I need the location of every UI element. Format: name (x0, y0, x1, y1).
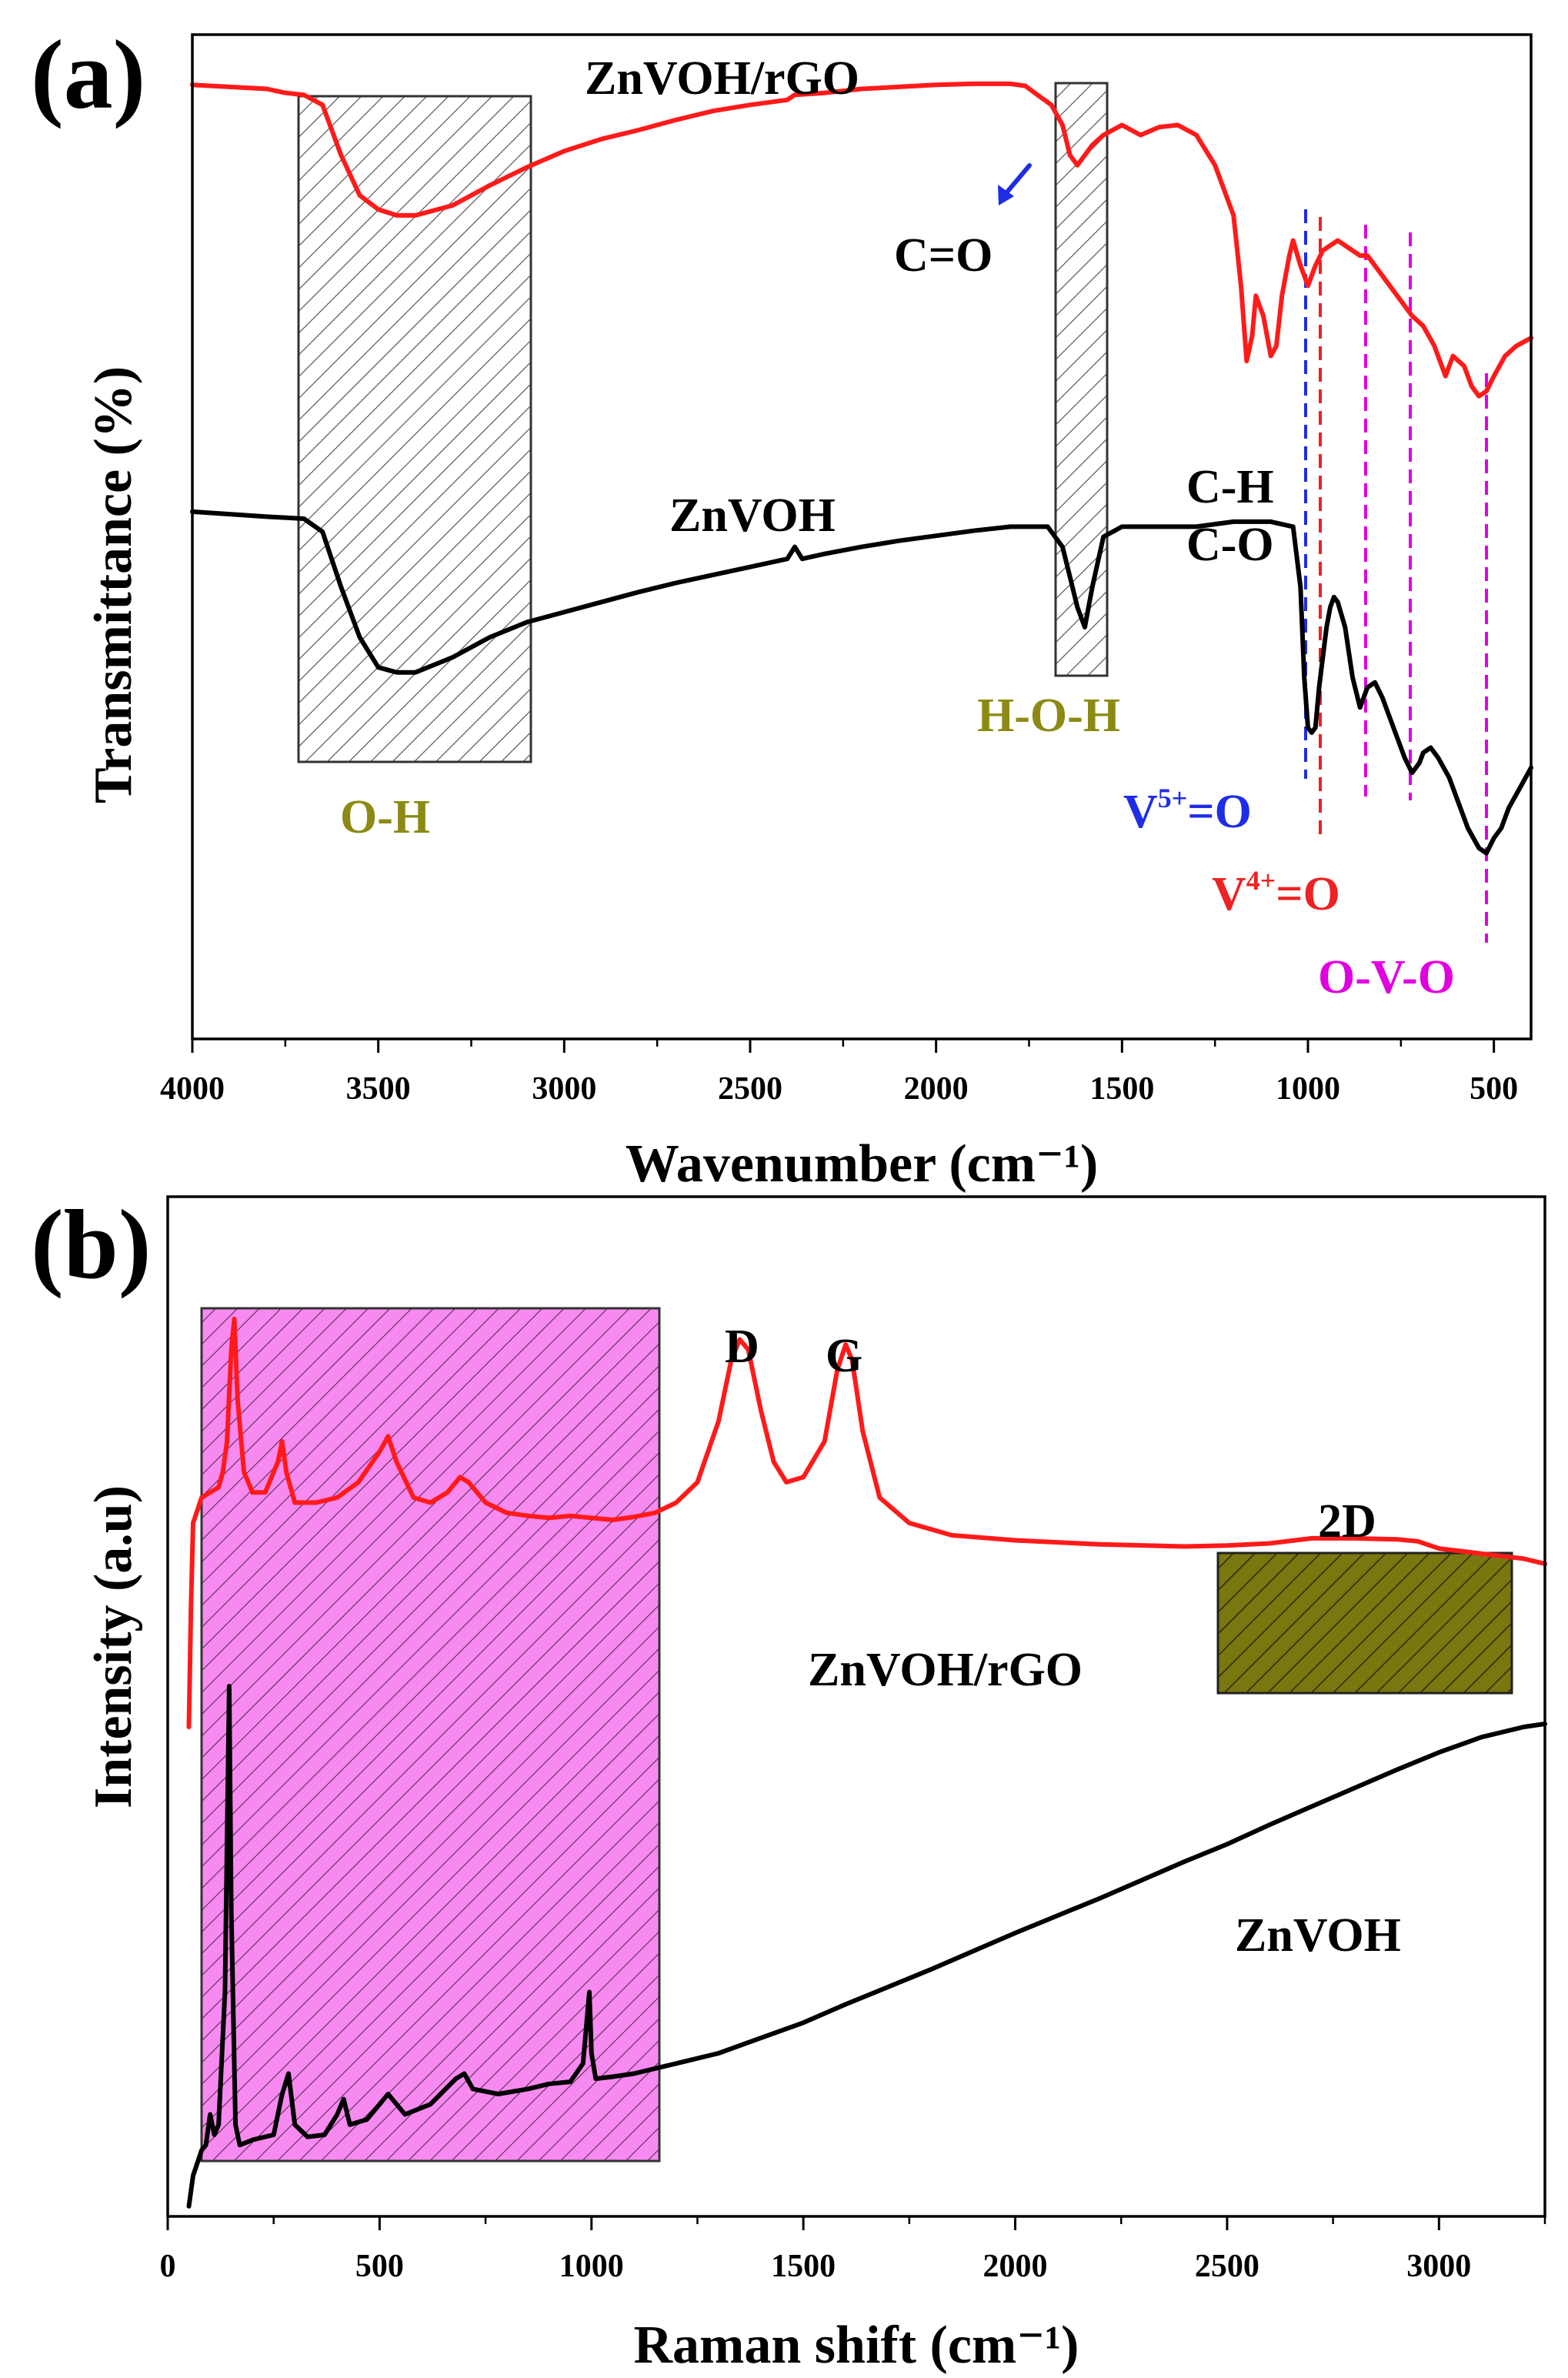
panel-b: 0 500 1000 1500 2000 2500 3000 (b) D G 2D ZnVO… (31, 1190, 1547, 2375)
panel-a-marker-lines (1304, 209, 1488, 943)
x-tick-label: 500 (355, 2249, 404, 2284)
co-single-label: C-O (1186, 519, 1274, 571)
panel-a-regions (297, 82, 1109, 763)
panel-a-y-axis-title: Transmittance (%) (84, 366, 143, 803)
ovo-label: O-V-O (1318, 951, 1455, 1004)
panel-a-axes-frame (191, 33, 1533, 1040)
panel-b-y-axis-title: Intensity (a.u) (84, 1485, 143, 1809)
panel-b-regions (200, 1307, 1513, 2163)
x-tick-label: 3000 (1406, 2249, 1471, 2284)
v4-label: V4+=O (1212, 865, 1340, 920)
raman-line-znvoh (186, 1684, 1547, 2209)
panel-b-series-label-znvoh: ZnVOH (1235, 1909, 1401, 1962)
v5-label: V5+=O (1123, 783, 1252, 838)
x-tick-label: 1000 (1276, 1071, 1340, 1107)
x-tick-label: 500 (1470, 1071, 1518, 1107)
raman-low-region (200, 1307, 661, 2163)
g-peak-label: G (826, 1330, 862, 1382)
d-peak-label: D (725, 1321, 759, 1373)
panel-a-label: (a) (31, 20, 145, 129)
d2-label: 2D (1318, 1495, 1376, 1548)
ftir-line-znvoh (190, 509, 1533, 856)
panel-a-x-ticks: 4000 3500 3000 2500 2000 1500 1000 500 (160, 1039, 1518, 1107)
panel-b-x-axis-title: Raman shift (cm⁻¹) (634, 2316, 1079, 2375)
x-tick-label: 2500 (1195, 2249, 1259, 2284)
ftir-line-rgo (190, 81, 1533, 399)
x-tick-label: 2000 (904, 1071, 969, 1107)
oh-region (297, 95, 532, 763)
panel-a-series-label-rgo: ZnVOH/rGO (585, 52, 859, 105)
panel-b-series-label-rgo: ZnVOH/rGO (808, 1644, 1083, 1696)
x-tick-label: 2000 (983, 2249, 1048, 2284)
raman-2d-region (1216, 1551, 1513, 1695)
oh-label: O-H (340, 791, 430, 843)
x-tick-label: 1000 (559, 2249, 624, 2284)
x-tick-label: 0 (160, 2249, 176, 2284)
hoh-label: H-O-H (977, 690, 1120, 742)
panel-a-x-axis-title: Wavenumber (cm⁻¹) (626, 1134, 1099, 1194)
panel-a: 4000 3500 3000 2500 2000 1500 1000 500 (a) ZnVO… (31, 20, 1533, 1194)
hoh-region (1054, 82, 1109, 677)
panel-b-label: (b) (31, 1190, 151, 1299)
co-double-arrow (998, 163, 1032, 205)
x-tick-label: 3000 (532, 1071, 596, 1107)
x-tick-label: 2500 (718, 1071, 782, 1107)
panel-a-series-label-znvoh: ZnVOH (669, 489, 836, 542)
ch-label: C-H (1186, 461, 1274, 513)
raman-line-rgo (186, 1317, 1547, 1729)
x-tick-label: 1500 (1089, 1071, 1154, 1107)
co-double-label: C=O (894, 229, 993, 282)
panel-b-x-ticks: 0 500 1000 1500 2000 2500 3000 (160, 2216, 1546, 2284)
x-tick-label: 3500 (346, 1071, 411, 1107)
panel-b-axes-frame (166, 1195, 1546, 2218)
x-tick-label: 1500 (771, 2249, 836, 2284)
x-tick-label: 4000 (160, 1071, 225, 1107)
